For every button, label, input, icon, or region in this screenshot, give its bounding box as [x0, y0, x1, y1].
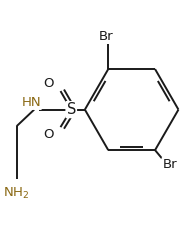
Text: Br: Br: [99, 30, 114, 43]
Text: O: O: [43, 128, 54, 141]
Text: HN: HN: [21, 96, 41, 109]
Text: Br: Br: [162, 158, 177, 171]
Text: S: S: [67, 102, 76, 117]
Text: O: O: [43, 77, 54, 90]
Text: NH$_2$: NH$_2$: [4, 186, 30, 201]
